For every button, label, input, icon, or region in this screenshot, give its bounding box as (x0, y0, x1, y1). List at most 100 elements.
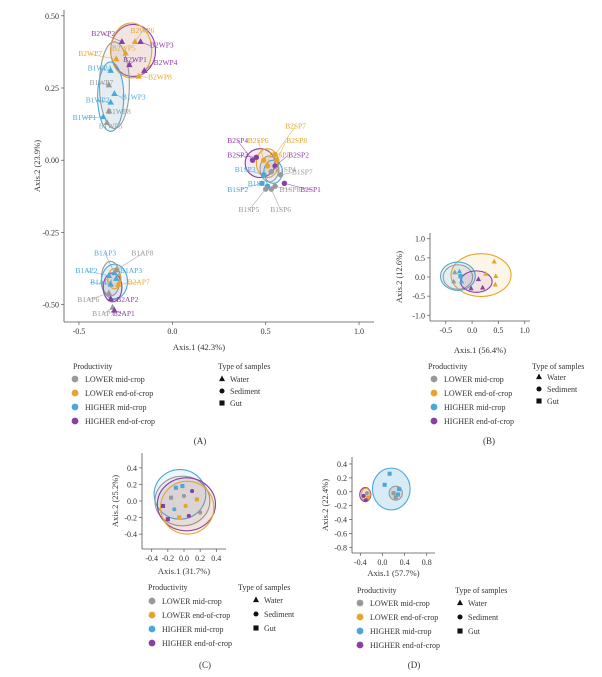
label-leader-line (276, 140, 287, 161)
legend-type-water: Water (468, 599, 487, 608)
panel-c-legend: Productivity Type of samples LOWER mid-c… (148, 583, 295, 648)
legend-type-title-c: Type of samples (238, 583, 290, 592)
data-point-higher-end (468, 285, 474, 291)
x-axis-label-c: Axis.1 (31.7%) (158, 566, 210, 576)
label-leader-line (88, 292, 109, 301)
label-leader-line (90, 53, 117, 60)
legend-productivity-title-c: Productivity (148, 583, 188, 592)
point-label: B2WP5 (112, 43, 136, 52)
data-point-higher-mid (111, 90, 118, 96)
x-tick-label-d: 0.0 (377, 558, 387, 567)
y-tick-label-b: 0.0 (415, 273, 425, 282)
data-point-higher-mid (456, 268, 463, 274)
confidence-ellipse-higher-mid (439, 261, 476, 291)
x-tick-label-b: 0.0 (467, 326, 477, 335)
legend-type-gut: Gut (547, 397, 560, 406)
legend-type-sediment: Sediment (468, 613, 499, 622)
legend-label-higher-mid: HIGHER mid-crop (370, 627, 432, 636)
confidence-ellipse-lower-mid (442, 264, 474, 290)
data-point-lower-mid (105, 289, 113, 296)
confidence-ellipse-higher-mid (97, 61, 125, 132)
panel-c-plot: -0.4 -0.2 0.0 0.2 0.40.40.20.0-0.2-0.4Axis.1… (110, 453, 226, 576)
point-label: B2WP3 (150, 41, 174, 50)
data-point-lower-end (177, 515, 182, 520)
data-point-higher-mid (173, 485, 178, 490)
label-leader-line (237, 140, 253, 161)
legend-type-gut: Gut (264, 624, 277, 633)
point-label: B1SP2 (227, 185, 248, 194)
legend-label-higher-end: HIGHER end-of-crop (162, 639, 232, 648)
point-label: B2SP4 (227, 136, 248, 145)
y-tick-label-c: -0.2 (124, 514, 137, 523)
label-leader-line (104, 253, 115, 274)
data-point-lower-end (131, 38, 139, 44)
legend-type-sediment: Sediment (264, 610, 295, 619)
legend-swatch-lower-end (148, 611, 156, 619)
x-tick-label-b: 1.0 (520, 326, 530, 335)
point-label: B1AP4 (90, 277, 112, 286)
legend-shape-gut-icon (536, 398, 542, 404)
data-point-lower-mid (268, 169, 275, 175)
point-label: B1AP8 (131, 249, 153, 258)
legend-productivity-title-d: Productivity (357, 586, 397, 595)
data-point-lower-mid (268, 186, 275, 192)
label-leader-line (118, 282, 139, 285)
y-tick-label-c: 0.2 (127, 480, 137, 489)
y-axis-label-a: Axis.2 (23.9%) (32, 140, 42, 192)
data-point-higher-end (137, 38, 144, 44)
data-point-lower-end (135, 72, 142, 79)
data-point-lower-mid (364, 491, 369, 496)
data-point-lower-end (272, 151, 278, 158)
data-point-higher-end (160, 503, 166, 509)
data-point-lower-mid (262, 186, 269, 192)
data-point-higher-end (272, 163, 278, 169)
confidence-ellipse-lower-mid (98, 41, 130, 129)
legend-type-water: Water (264, 596, 283, 605)
data-point-higher-mid (387, 471, 392, 476)
x-tick-label-b: -0.5 (439, 326, 452, 335)
point-label: B2WP4 (154, 58, 178, 67)
data-point-lower-mid (277, 171, 284, 178)
legend-swatch-lower-end (71, 389, 79, 397)
legend-shape-gut-icon (219, 400, 225, 406)
data-point-higher-mid (458, 278, 465, 284)
data-point-higher-end (480, 284, 486, 290)
data-point-lower-end (492, 281, 498, 287)
panel-a-plot: -0.5 0.0 0.5 1.0 0.50 0.25 0.00 -0.25 -0.50 Axis.… (32, 10, 374, 352)
legend-type-gut: Gut (468, 627, 481, 636)
legend-type-sediment: Sediment (547, 385, 578, 394)
data-point-higher-end (190, 489, 195, 494)
data-point-higher-mid (107, 98, 114, 105)
data-point-higher-end (111, 306, 118, 313)
x-tick-label-a: -0.5 (73, 327, 86, 336)
data-point-higher-end (165, 517, 170, 522)
point-label: B2WP2 (91, 29, 115, 38)
label-leader-line (86, 270, 109, 277)
point-label: B1AP2 (75, 266, 97, 275)
y-tick-label-d: -0.8 (334, 543, 347, 552)
data-point-lower-mid (181, 493, 187, 499)
panel-d-legend: Productivity Type of samples LOWER mid-c… (356, 586, 507, 650)
point-label: B2SP8 (286, 136, 307, 145)
legend-shape-gut-icon (253, 625, 259, 631)
point-label: B2WP6 (131, 26, 155, 35)
panel-c-tag: (C) (199, 660, 211, 670)
y-tick-label-b: -1.0 (412, 311, 425, 320)
legend-label-lower-end: LOWER end-of-crop (85, 389, 153, 398)
legend-swatch-higher-end (356, 641, 364, 649)
data-point-lower-mid (105, 81, 113, 88)
y-tick-label-c: 0.0 (127, 497, 137, 506)
data-point-higher-mid (107, 280, 114, 287)
point-label: B1WP3 (122, 93, 146, 102)
legend-label-higher-end: HIGHER end-of-crop (85, 417, 155, 426)
legend-label-lower-mid: LOWER mid-crop (370, 599, 430, 608)
y-tick-label-a: 0.00 (45, 156, 59, 165)
data-point-lower-mid (452, 269, 458, 275)
legend-type-sediment: Sediment (230, 387, 261, 396)
data-point-lower-end (194, 497, 199, 502)
data-point-higher-end (126, 61, 133, 68)
legend-swatch-lower-end (356, 613, 364, 621)
y-tick-label-b: 1.0 (415, 235, 425, 244)
legend-shape-gut-icon (457, 628, 463, 634)
